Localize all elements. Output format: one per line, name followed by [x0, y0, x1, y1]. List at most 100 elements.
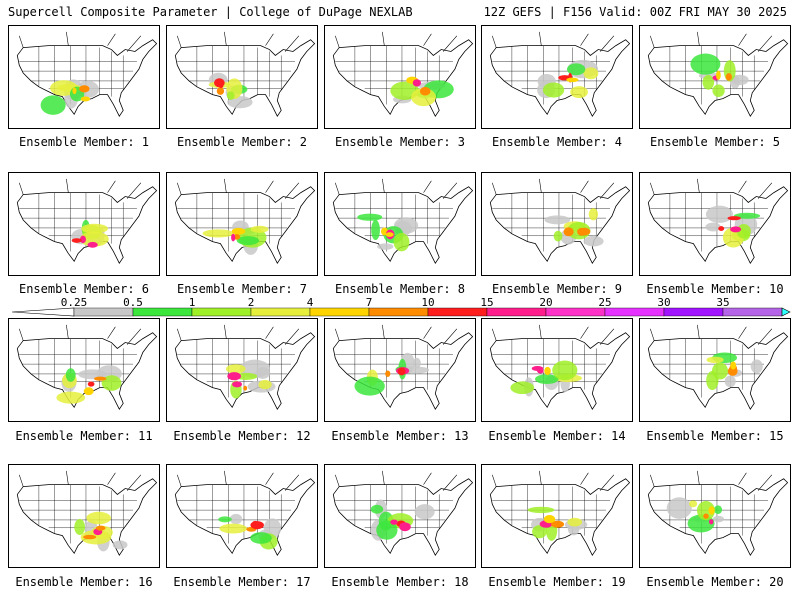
- colorbar-segment: [368, 307, 429, 317]
- ensemble-member-map: [481, 172, 633, 276]
- country-border: [176, 178, 300, 199]
- ensemble-member-map: [639, 464, 791, 568]
- member-label: Ensemble Member: 14: [488, 429, 626, 443]
- parameter-contour-high: [87, 381, 95, 387]
- us-map: [174, 470, 316, 557]
- parameter-contour-high: [243, 385, 248, 391]
- parameter-contour-high: [232, 381, 243, 388]
- ensemble-member-map: [481, 318, 633, 422]
- country-border: [491, 178, 615, 199]
- parameter-contour: [583, 67, 599, 80]
- member-label: Ensemble Member: 12: [173, 429, 311, 443]
- parameter-contour-high: [390, 519, 398, 525]
- parameter-contour-high: [216, 87, 225, 95]
- parameter-contour: [705, 205, 734, 223]
- parameter-contour-high: [385, 370, 391, 377]
- parameter-contour: [357, 213, 383, 221]
- parameter-contour-high: [703, 513, 709, 519]
- member-label: Ensemble Member: 20: [646, 575, 784, 589]
- parameter-contour-high: [79, 85, 90, 93]
- parameter-contour: [696, 500, 716, 521]
- colorbar-tick-label: 7: [366, 296, 373, 309]
- us-map: [489, 470, 631, 557]
- parameter-contour-high: [730, 361, 737, 370]
- country-border: [334, 178, 458, 199]
- country-border: [649, 324, 773, 345]
- parameter-contour: [255, 367, 271, 379]
- valid-time: 12Z GEFS | F156 Valid: 00Z FRI MAY 30 20…: [483, 5, 787, 19]
- member-label: Ensemble Member: 11: [15, 429, 153, 443]
- us-outline: [647, 39, 789, 118]
- parameter-contour: [393, 232, 410, 252]
- parameter-contour: [258, 379, 272, 390]
- parameter-contour: [583, 235, 604, 247]
- ensemble-member-map: [324, 464, 476, 568]
- parameter-contour: [250, 225, 269, 233]
- ensemble-member-map: [639, 25, 791, 129]
- parameter-contour-high: [218, 83, 224, 89]
- parameter-contour-high: [531, 365, 544, 371]
- colorbar-segment: [663, 307, 724, 317]
- parameter-contour-high: [419, 86, 431, 96]
- colorbar-segment: [73, 307, 134, 317]
- ensemble-member-map: [166, 318, 318, 422]
- parameter-contour: [225, 364, 246, 374]
- parameter-contour-high: [72, 87, 77, 95]
- colorbar-segment: [722, 307, 783, 317]
- colorbar-segment: [309, 307, 370, 317]
- parameter-contour: [414, 504, 435, 520]
- us-outline: [647, 332, 789, 411]
- country-border: [176, 470, 300, 491]
- parameter-contour: [65, 368, 76, 382]
- parameter-contour-high: [718, 226, 725, 231]
- map-title: Supercell Composite Parameter | College …: [8, 5, 413, 19]
- parameter-contour: [510, 381, 535, 395]
- parameter-contour: [750, 359, 763, 374]
- country-border: [18, 178, 142, 199]
- country-border: [334, 470, 458, 491]
- parameter-contour-high: [727, 216, 741, 221]
- parameter-contour: [218, 516, 232, 523]
- colorbar-min-arrow: [11, 307, 75, 317]
- us-map: [647, 324, 789, 411]
- member-label: Ensemble Member: 2: [176, 135, 308, 149]
- parameter-contour: [412, 357, 421, 369]
- country-border: [491, 324, 615, 345]
- parameter-contour: [101, 375, 122, 391]
- colorbar-max-arrow: [781, 307, 791, 317]
- colorbar-tick-label: 10: [421, 296, 434, 309]
- us-outline: [174, 39, 316, 118]
- ensemble-member-map: [8, 172, 160, 276]
- us-map: [16, 470, 158, 557]
- parameter-contour: [724, 375, 736, 388]
- parameter-contour: [736, 223, 751, 239]
- country-border: [18, 470, 142, 491]
- colorbar-segment: [132, 307, 193, 317]
- us-outline: [489, 478, 631, 557]
- parameter-contour-high: [80, 96, 91, 102]
- colorbar-segment: [427, 307, 488, 317]
- parameter-contour: [202, 229, 234, 238]
- colorbar-tick-label: 0.5: [123, 296, 143, 309]
- parameter-contour: [376, 520, 398, 540]
- parameter-contour: [354, 376, 385, 396]
- parameter-contour: [714, 505, 723, 514]
- member-label: Ensemble Member: 17: [173, 575, 311, 589]
- ensemble-member-map: [481, 25, 633, 129]
- colorbar-tick-label: 35: [716, 296, 729, 309]
- parameter-contour-high: [716, 70, 721, 80]
- parameter-contour-high: [87, 241, 98, 248]
- parameter-contour-high: [725, 73, 732, 81]
- parameter-contour-high: [71, 238, 82, 243]
- us-map: [489, 178, 631, 265]
- parameter-contour: [712, 515, 725, 523]
- us-outline: [16, 478, 158, 557]
- parameter-contour-high: [95, 525, 106, 531]
- us-outline: [647, 478, 789, 557]
- parameter-contour-high: [730, 226, 742, 233]
- us-map: [174, 324, 316, 411]
- ensemble-member-map: [481, 464, 633, 568]
- member-label: Ensemble Member: 3: [334, 135, 466, 149]
- us-map: [647, 470, 789, 557]
- parameter-contour-high: [94, 376, 107, 381]
